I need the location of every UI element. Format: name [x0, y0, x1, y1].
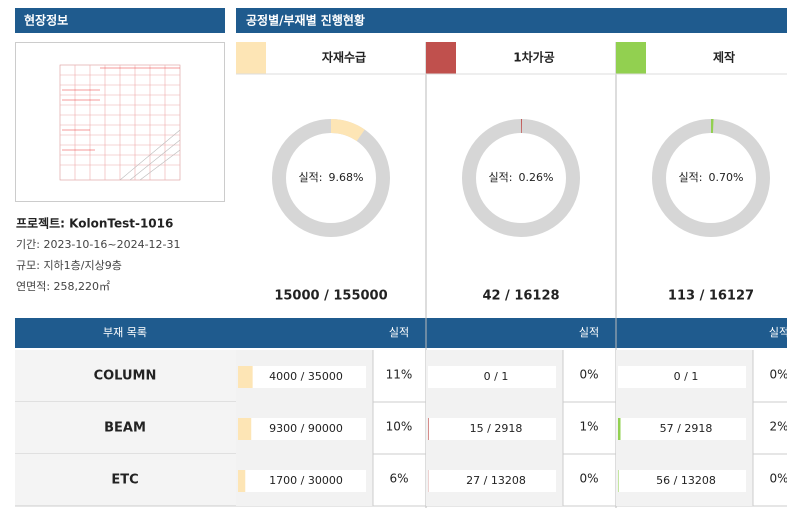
process-name: 제작 [713, 50, 735, 65]
cell-count: 9300 / 90000 [269, 422, 343, 435]
cell-box [618, 418, 746, 440]
cell-count: 0 / 1 [674, 370, 699, 383]
result-percent: 0.70% [709, 171, 744, 184]
cell-count: 57 / 2918 [660, 422, 713, 435]
cell-percent: 2% [769, 420, 787, 434]
cell-box [238, 418, 366, 440]
process-name: 자재수급 [322, 50, 366, 65]
process-swatch [236, 42, 266, 74]
cell-percent: 1% [579, 420, 598, 434]
progress-title: 공정별/부재별 진행현황 [246, 13, 365, 28]
cell-percent: 6% [389, 472, 408, 486]
cell-count: 56 / 13208 [656, 474, 716, 487]
row-label-cell [15, 402, 236, 454]
row-name: COLUMN [94, 369, 157, 384]
cell-count: 1700 / 30000 [269, 474, 343, 487]
progress-bar [238, 366, 253, 388]
donut-progress [272, 119, 390, 237]
site-title: 현장정보 [24, 13, 68, 28]
cell-percent: 0% [579, 472, 598, 486]
cell-box [618, 470, 746, 492]
result-percent: 0.26% [519, 171, 554, 184]
cell-percent: 0% [579, 368, 598, 382]
row-name: ETC [111, 473, 138, 488]
donut-label: 실적: 9.68% [299, 171, 364, 184]
cell-count: 27 / 13208 [466, 474, 526, 487]
table-header-result: 실적 [579, 326, 599, 339]
progress-bar [238, 418, 252, 440]
process-swatch [426, 42, 456, 74]
donut-label: 실적: 0.26% [489, 171, 554, 184]
result-percent: 9.68% [329, 171, 364, 184]
progress-bar [238, 470, 246, 492]
donut-progress [652, 119, 770, 237]
cell-count: 15 / 2918 [470, 422, 523, 435]
cell-percent: 10% [386, 420, 413, 434]
row-label-cell [15, 454, 236, 506]
result-prefix: 실적: [679, 171, 703, 184]
progress-bar [428, 418, 429, 440]
process-summary: 15000 / 155000 [274, 289, 387, 304]
cell-percent: 0% [769, 368, 787, 382]
progress-header [236, 8, 787, 33]
cell-box [618, 366, 746, 388]
donut-label: 실적: 0.70% [679, 171, 744, 184]
table-header-result: 실적 [389, 326, 409, 339]
cell-box [428, 366, 556, 388]
process-summary: 113 / 16127 [668, 289, 754, 304]
process-name: 1차가공 [513, 50, 554, 65]
progress-bar [618, 470, 619, 492]
result-prefix: 실적: [299, 171, 323, 184]
table-header-result: 실적 [769, 326, 787, 339]
process-swatch [616, 42, 646, 74]
cell-percent: 0% [769, 472, 787, 486]
drawing-lines [59, 64, 181, 181]
donut-progress [462, 119, 580, 237]
table-header [15, 318, 787, 348]
progress-bar [618, 418, 621, 440]
cell-box [238, 366, 366, 388]
cell-percent: 11% [386, 368, 413, 382]
row-label-cell [15, 350, 236, 402]
site-header [15, 8, 225, 33]
row-name: BEAM [104, 421, 146, 436]
result-prefix: 실적: [489, 171, 513, 184]
cell-count: 4000 / 35000 [269, 370, 343, 383]
info-line: 기간: 2023-10-16~2024-12-31 [16, 238, 181, 251]
table-header-label: 부재 목록 [103, 326, 147, 339]
process-summary: 42 / 16128 [482, 289, 559, 304]
info-line: 연면적: 258,220㎡ [16, 280, 110, 293]
info-line: 프로젝트: KolonTest-1016 [16, 216, 173, 231]
cell-box [238, 470, 366, 492]
cell-box [428, 470, 556, 492]
cell-box [428, 418, 556, 440]
info-line: 규모: 지하1층/지상9층 [16, 258, 122, 272]
cell-count: 0 / 1 [484, 370, 509, 383]
